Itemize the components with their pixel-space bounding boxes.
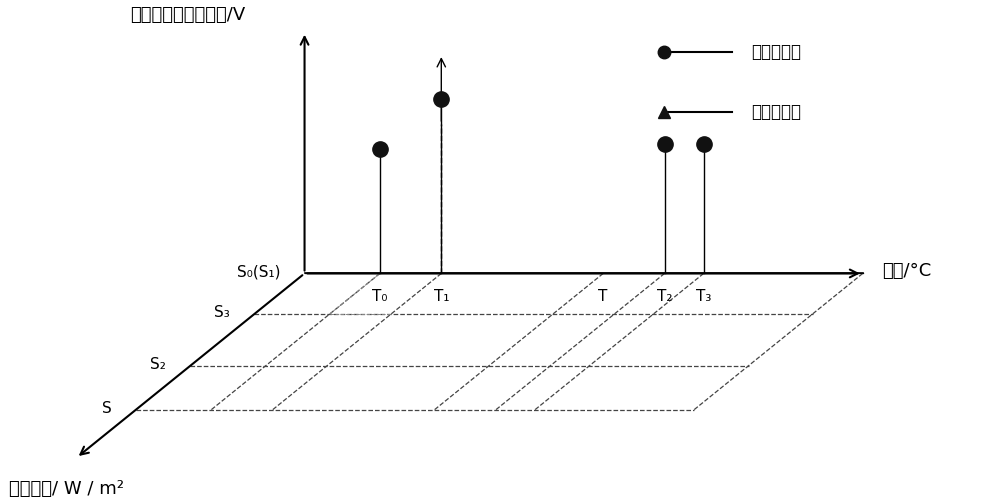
Text: S₂: S₂: [150, 357, 166, 371]
Text: T₁: T₁: [434, 289, 449, 304]
Text: S₃: S₃: [214, 305, 230, 320]
Text: T₃: T₃: [696, 289, 711, 304]
Text: 最大功率点对应电压/V: 最大功率点对应电压/V: [130, 7, 246, 24]
Text: S₀(S₁): S₀(S₁): [237, 265, 280, 279]
Text: 温度/°C: 温度/°C: [882, 262, 931, 280]
Text: 新环境参数: 新环境参数: [751, 102, 801, 120]
Text: S: S: [102, 401, 111, 416]
Text: T₂: T₂: [657, 289, 672, 304]
Text: 光照强度/ W / m²: 光照强度/ W / m²: [9, 480, 124, 498]
Text: T: T: [598, 289, 608, 304]
Text: T₀: T₀: [372, 289, 388, 304]
Text: 历史经验点: 历史经验点: [751, 43, 801, 61]
